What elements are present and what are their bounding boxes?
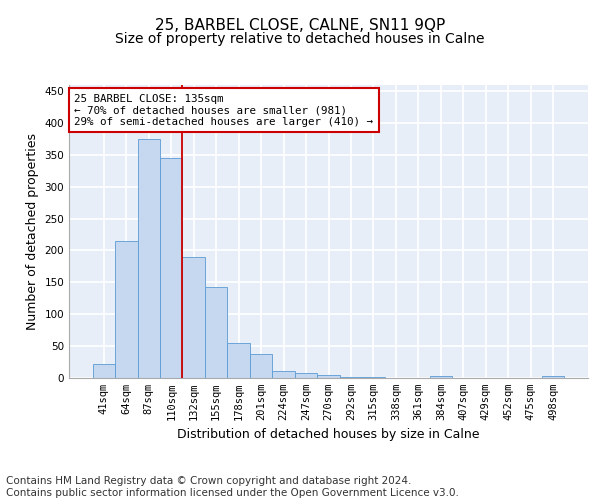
Bar bbox=[317, 375, 340, 378]
Bar bbox=[227, 342, 250, 378]
Y-axis label: Number of detached properties: Number of detached properties bbox=[26, 132, 39, 330]
Text: 25, BARBEL CLOSE, CALNE, SN11 9QP: 25, BARBEL CLOSE, CALNE, SN11 9QP bbox=[155, 18, 445, 32]
Bar bbox=[182, 256, 205, 378]
Text: Contains HM Land Registry data © Crown copyright and database right 2024.
Contai: Contains HM Land Registry data © Crown c… bbox=[6, 476, 459, 498]
Bar bbox=[137, 139, 160, 378]
Bar bbox=[362, 377, 385, 378]
Bar bbox=[160, 158, 182, 378]
Bar bbox=[542, 376, 565, 378]
Bar bbox=[92, 364, 115, 378]
Bar bbox=[250, 354, 272, 378]
Text: Size of property relative to detached houses in Calne: Size of property relative to detached ho… bbox=[115, 32, 485, 46]
X-axis label: Distribution of detached houses by size in Calne: Distribution of detached houses by size … bbox=[177, 428, 480, 441]
Bar bbox=[272, 371, 295, 378]
Bar bbox=[295, 373, 317, 378]
Text: 25 BARBEL CLOSE: 135sqm
← 70% of detached houses are smaller (981)
29% of semi-d: 25 BARBEL CLOSE: 135sqm ← 70% of detache… bbox=[74, 94, 373, 127]
Bar bbox=[205, 287, 227, 378]
Bar bbox=[340, 377, 362, 378]
Bar bbox=[115, 241, 137, 378]
Bar bbox=[430, 376, 452, 378]
